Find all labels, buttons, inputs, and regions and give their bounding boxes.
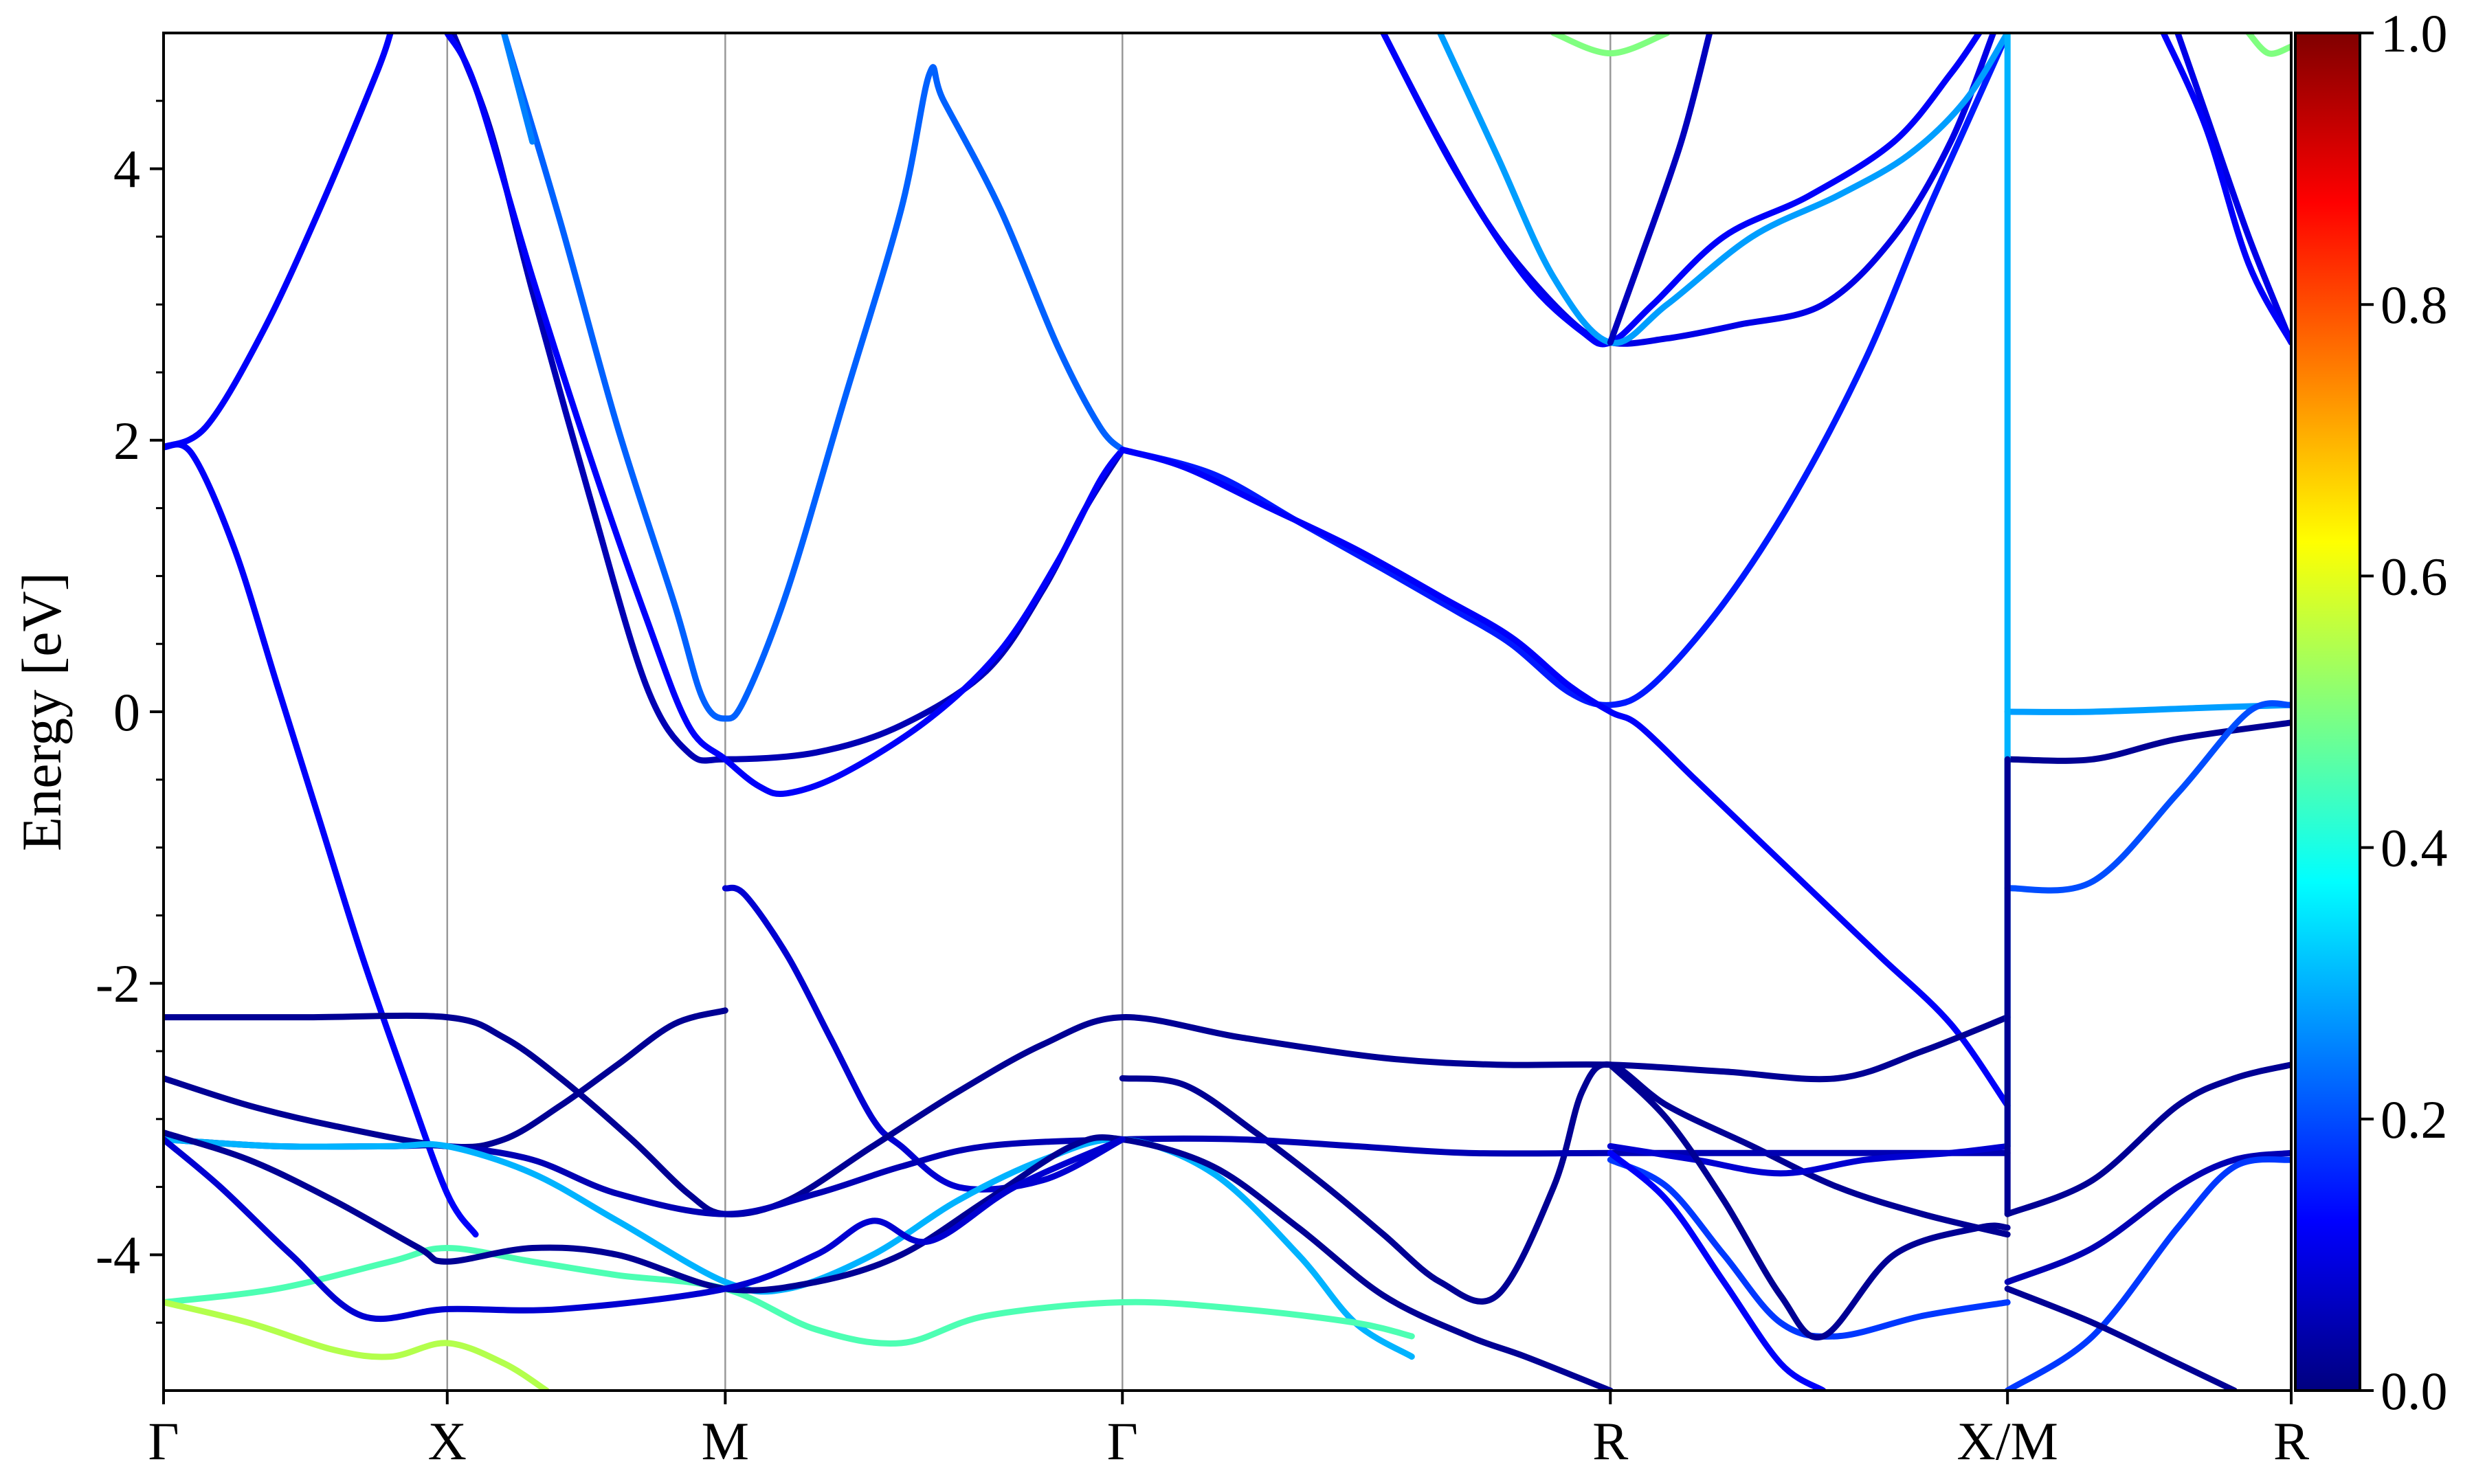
colorbar: 0.0 0.2 0.4 0.6 0.8 1.0 [2294,3,2448,1421]
x-tick-label-4: R [1592,1411,1628,1471]
band-32 [2004,1156,2291,1391]
y-tick-label-2: 0 [113,682,140,742]
band-13 [164,1245,1415,1347]
y-tick-label-1: -2 [96,954,140,1013]
y-axis: -4 -2 0 2 4 [96,100,164,1324]
band-0 [164,441,479,1238]
band-14 [164,1299,550,1391]
band-26 [1550,33,1671,57]
plot-area: -4 -2 0 2 4 Γ X M Γ R X/M R Energy [eV] [10,32,2309,1471]
band-7 [722,884,1126,1193]
band-21 [500,33,536,145]
band-9 [164,1007,728,1151]
colorbar-ticks: 0.0 0.2 0.4 0.6 0.8 1.0 [2360,3,2448,1421]
y-axis-label: Energy [eV] [10,572,73,851]
band-8 [164,1012,2011,1217]
x-tick-label-3: Γ [1107,1411,1138,1471]
colorbar-tick-label-3: 0.6 [2381,546,2448,606]
band-18 [1607,1156,2011,1340]
band-17 [1607,1143,2011,1177]
colorbar-gradient [2294,32,2361,1392]
y-tick-label-4: 4 [113,139,140,199]
band-5 [1119,33,2011,708]
x-axis: Γ X M Γ R X/M R [148,1391,2309,1471]
band-12 [164,1136,1415,1360]
band-30 [2004,1061,2291,1217]
band-36 [2245,33,2291,57]
band-31 [2004,1149,2291,1285]
band-25 [1607,33,1713,346]
band-24 [1437,33,2011,346]
band-35 [2160,33,2291,346]
colorbar-tick-label-5: 1.0 [2381,3,2448,63]
colorbar-tick-label-4: 0.8 [2381,275,2448,335]
colorbar-tick-label-1: 0.2 [2381,1090,2448,1149]
band-15 [164,1129,1614,1391]
band-16 [164,1136,1126,1323]
y-tick-label-3: 2 [113,411,140,471]
x-tick-label-2: M [702,1411,749,1471]
x-tick-label-0: Γ [148,1411,179,1471]
band-20 [1607,1061,2011,1341]
band-1 [164,33,394,451]
y-tick-label-0: -4 [96,1225,140,1285]
x-tick-label-5: X/M [1957,1411,2058,1471]
colorbar-tick-label-0: 0.0 [2381,1361,2448,1421]
band-3 [444,33,1126,798]
x-tick-label-6: R [2273,1411,2309,1471]
band-23 [1380,33,1983,348]
band-28 [2004,719,2291,764]
band-22 [1380,33,1997,347]
band-33 [2004,1285,2238,1391]
band-lines [164,33,2291,1391]
colorbar-tick-label-2: 0.4 [2381,818,2448,878]
band-10 [1119,1061,2011,1305]
x-tick-label-1: X [428,1411,467,1471]
band-34 [2174,33,2291,346]
band-6 [1119,447,2011,1109]
band-2 [449,33,1126,764]
band-19 [1607,1149,1827,1391]
band-29 [2004,700,2291,894]
band-4 [500,33,1126,722]
